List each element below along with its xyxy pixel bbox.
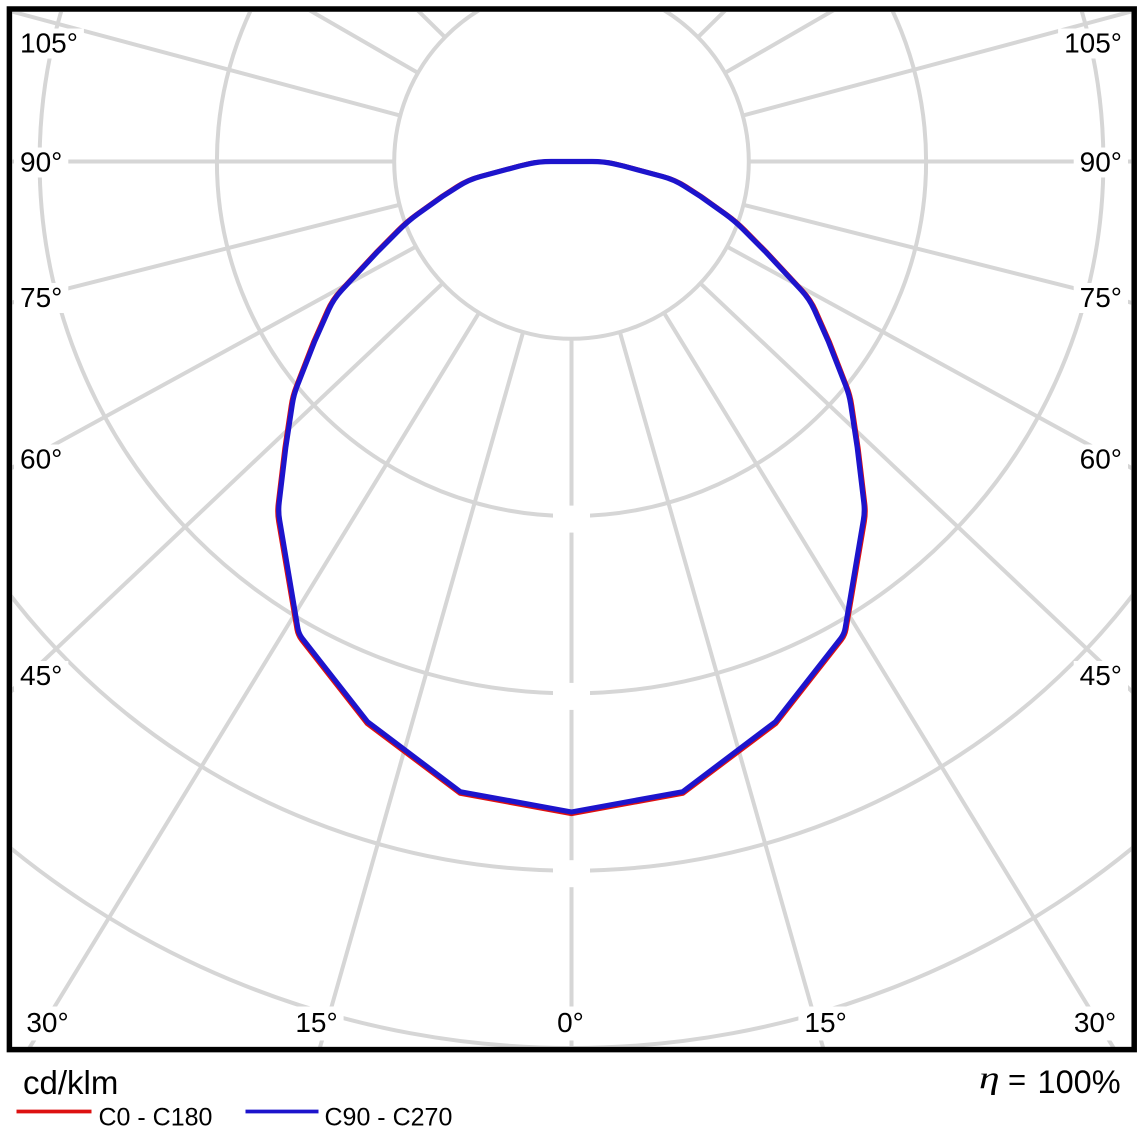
svg-text:0°: 0° bbox=[557, 1007, 584, 1038]
svg-text:C0 - C180: C0 - C180 bbox=[99, 1104, 213, 1132]
svg-text:cd/klm: cd/klm bbox=[23, 1064, 118, 1101]
svg-text:90°: 90° bbox=[1080, 146, 1122, 177]
svg-text:15°: 15° bbox=[804, 1007, 846, 1038]
svg-text:100%: 100% bbox=[1038, 1064, 1121, 1100]
svg-text:90°: 90° bbox=[20, 146, 62, 177]
svg-text:60°: 60° bbox=[20, 443, 62, 474]
svg-text:45°: 45° bbox=[20, 660, 62, 691]
svg-text:30°: 30° bbox=[1074, 1007, 1116, 1038]
svg-text:=: = bbox=[1008, 1062, 1026, 1097]
svg-text:45°: 45° bbox=[1080, 660, 1122, 691]
svg-text:C90 - C270: C90 - C270 bbox=[325, 1104, 453, 1132]
svg-text:75°: 75° bbox=[1080, 282, 1122, 313]
svg-text:η: η bbox=[979, 1060, 1000, 1095]
svg-text:105°: 105° bbox=[20, 27, 78, 58]
svg-text:15°: 15° bbox=[295, 1007, 337, 1038]
svg-text:75°: 75° bbox=[20, 282, 62, 313]
svg-text:105°: 105° bbox=[1064, 27, 1122, 58]
svg-text:30°: 30° bbox=[26, 1007, 68, 1038]
svg-text:60°: 60° bbox=[1080, 443, 1122, 474]
